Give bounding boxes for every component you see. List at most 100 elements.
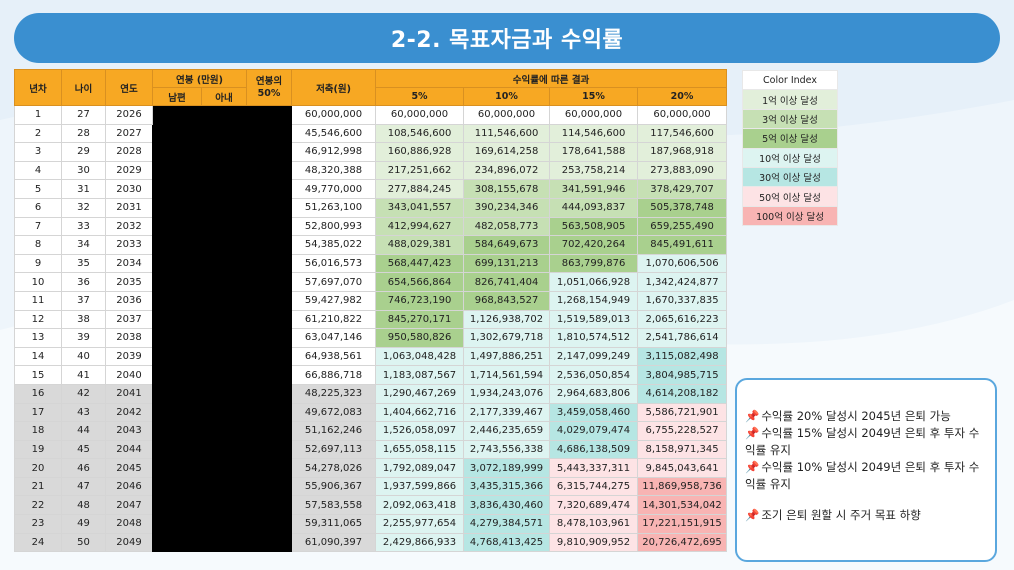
cell-result: 505,378,748: [637, 197, 728, 218]
cell-result: 3,072,189,999: [463, 458, 551, 478]
header-period: 년차: [14, 69, 62, 106]
cell-year: 2032: [105, 216, 153, 237]
cell-savings: 51,263,100: [291, 197, 377, 218]
table-row: 22 48 2047 57,583,558 2,092,063,418 3,836,430…: [14, 495, 728, 516]
cell-period: 3: [14, 142, 62, 162]
cell-period: 2: [14, 123, 62, 144]
cell-year: 2030: [105, 179, 153, 199]
cell-year: 2033: [105, 235, 153, 255]
cell-result: 4,279,384,571: [463, 514, 551, 534]
cell-savings: 61,210,822: [291, 309, 377, 330]
cell-period: 15: [14, 365, 62, 385]
table-row: 12 38 2037 61,210,822 845,270,171 1,126,938,7…: [14, 309, 728, 330]
table-row: 1 27 2026 60,000,000 60,000,000 60,000,000 60,…: [14, 104, 728, 553]
cell-year: 2049: [105, 532, 153, 553]
cell-result: 1,290,467,269: [375, 383, 465, 404]
cell-result: 482,058,773: [463, 216, 551, 237]
table-row: 17 43 2042 49,672,083 1,404,662,716 2,177,339…: [14, 402, 728, 423]
cell-age: 47: [61, 476, 106, 497]
cell-result: 60,000,000: [549, 105, 639, 125]
cell-period: 4: [14, 160, 62, 181]
header-rate-10: 10%: [463, 87, 551, 106]
cell-result: 4,686,138,509: [549, 439, 639, 460]
cell-result: 4,614,208,182: [637, 383, 728, 404]
cell-result: 2,743,556,338: [463, 439, 551, 460]
cell-age: 49: [61, 514, 106, 534]
cell-result: 2,177,339,467: [463, 402, 551, 423]
cell-result: 3,836,430,460: [463, 495, 551, 516]
cell-result: 1,268,154,949: [549, 290, 639, 311]
cell-result: 1,670,337,835: [637, 290, 728, 311]
cell-period: 8: [14, 235, 62, 255]
table-row: 18 44 2043 51,162,246 1,526,058,097 2,446,235…: [14, 421, 728, 441]
cell-result: 14,301,534,042: [637, 495, 728, 516]
cell-result: 444,093,837: [549, 197, 639, 218]
cell-result: 2,255,977,654: [375, 514, 465, 534]
cell-result: 1,070,606,506: [637, 253, 728, 274]
cell-result: 6,755,228,527: [637, 421, 728, 441]
cell-result: 343,041,557: [375, 197, 465, 218]
cell-result: 2,065,616,223: [637, 309, 728, 330]
cell-result: 1,051,066,928: [549, 272, 639, 292]
cell-period: 17: [14, 402, 62, 423]
cell-result: 8,158,971,345: [637, 439, 728, 460]
table-row: 4 30 2029 48,320,388 217,251,662 234,896,072 2…: [14, 160, 728, 181]
cell-result: 2,147,099,249: [549, 346, 639, 367]
note-text: 수익률 15% 달성시 2049년 은퇴 후 투자 수익률 유지: [745, 426, 980, 457]
cell-result: 273,883,090: [637, 160, 728, 181]
cell-savings: 51,162,246: [291, 421, 377, 441]
cell-age: 30: [61, 160, 106, 181]
cell-year: 2047: [105, 495, 153, 516]
cell-savings: 49,672,083: [291, 402, 377, 423]
returns-table: 년차 나이 연도 연봉 (만원) 연봉의 50% 저축(원) 수익률에 따른 결…: [14, 69, 728, 553]
table-row: 21 47 2046 55,906,367 1,937,599,866 3,435,315…: [14, 476, 728, 497]
cell-savings: 66,886,718: [291, 365, 377, 385]
cell-result: 1,183,087,567: [375, 365, 465, 385]
cell-result: 3,435,315,366: [463, 476, 551, 497]
cell-result: 654,566,864: [375, 272, 465, 292]
cell-result: 178,641,588: [549, 142, 639, 162]
cell-result: 584,649,673: [463, 235, 551, 255]
cell-result: 1,937,599,866: [375, 476, 465, 497]
cell-age: 29: [61, 142, 106, 162]
cell-age: 32: [61, 197, 106, 218]
legend-item: 100억 이상 달성: [742, 205, 838, 227]
cell-period: 12: [14, 309, 62, 330]
cell-period: 20: [14, 458, 62, 478]
cell-result: 968,843,527: [463, 290, 551, 311]
title-bar: 2-2. 목표자금과 수익률: [14, 13, 1000, 63]
cell-year: 2046: [105, 476, 153, 497]
cell-result: 5,443,337,311: [549, 458, 639, 478]
cell-savings: 49,770,000: [291, 179, 377, 199]
cell-savings: 54,278,026: [291, 458, 377, 478]
cell-result: 6,315,744,275: [549, 476, 639, 497]
cell-period: 21: [14, 476, 62, 497]
cell-year: 2040: [105, 365, 153, 385]
cell-age: 33: [61, 216, 106, 237]
cell-result: 308,155,678: [463, 179, 551, 199]
cell-period: 14: [14, 346, 62, 367]
cell-savings: 59,311,065: [291, 514, 377, 534]
cell-savings: 59,427,982: [291, 290, 377, 311]
cell-age: 42: [61, 383, 106, 404]
table-row: 8 34 2033 54,385,022 488,029,381 584,649,673 7…: [14, 235, 728, 255]
cell-result: 4,768,413,425: [463, 532, 551, 553]
cell-result: 1,934,243,076: [463, 383, 551, 404]
cell-year: 2048: [105, 514, 153, 534]
cell-savings: 57,697,070: [291, 272, 377, 292]
cell-age: 43: [61, 402, 106, 423]
note-text: 수익률 20% 달성시 2045년 은퇴 가능: [761, 409, 951, 423]
cell-result: 169,614,258: [463, 142, 551, 162]
cell-savings: 61,090,397: [291, 532, 377, 553]
cell-result: 108,546,600: [375, 123, 465, 144]
cell-result: 1,519,589,013: [549, 309, 639, 330]
cell-result: 111,546,600: [463, 123, 551, 144]
notes-box: 📌 수익률 20% 달성시 2045년 은퇴 가능 📌 수익률 15% 달성시 204…: [735, 378, 997, 562]
cell-result: 234,896,072: [463, 160, 551, 181]
cell-period: 10: [14, 272, 62, 292]
cell-result: 390,234,346: [463, 197, 551, 218]
cell-result: 488,029,381: [375, 235, 465, 255]
legend-item: 5억 이상 달성: [742, 128, 838, 149]
legend-item: 50억 이상 달성: [742, 186, 838, 207]
cell-result: 277,884,245: [375, 179, 465, 199]
